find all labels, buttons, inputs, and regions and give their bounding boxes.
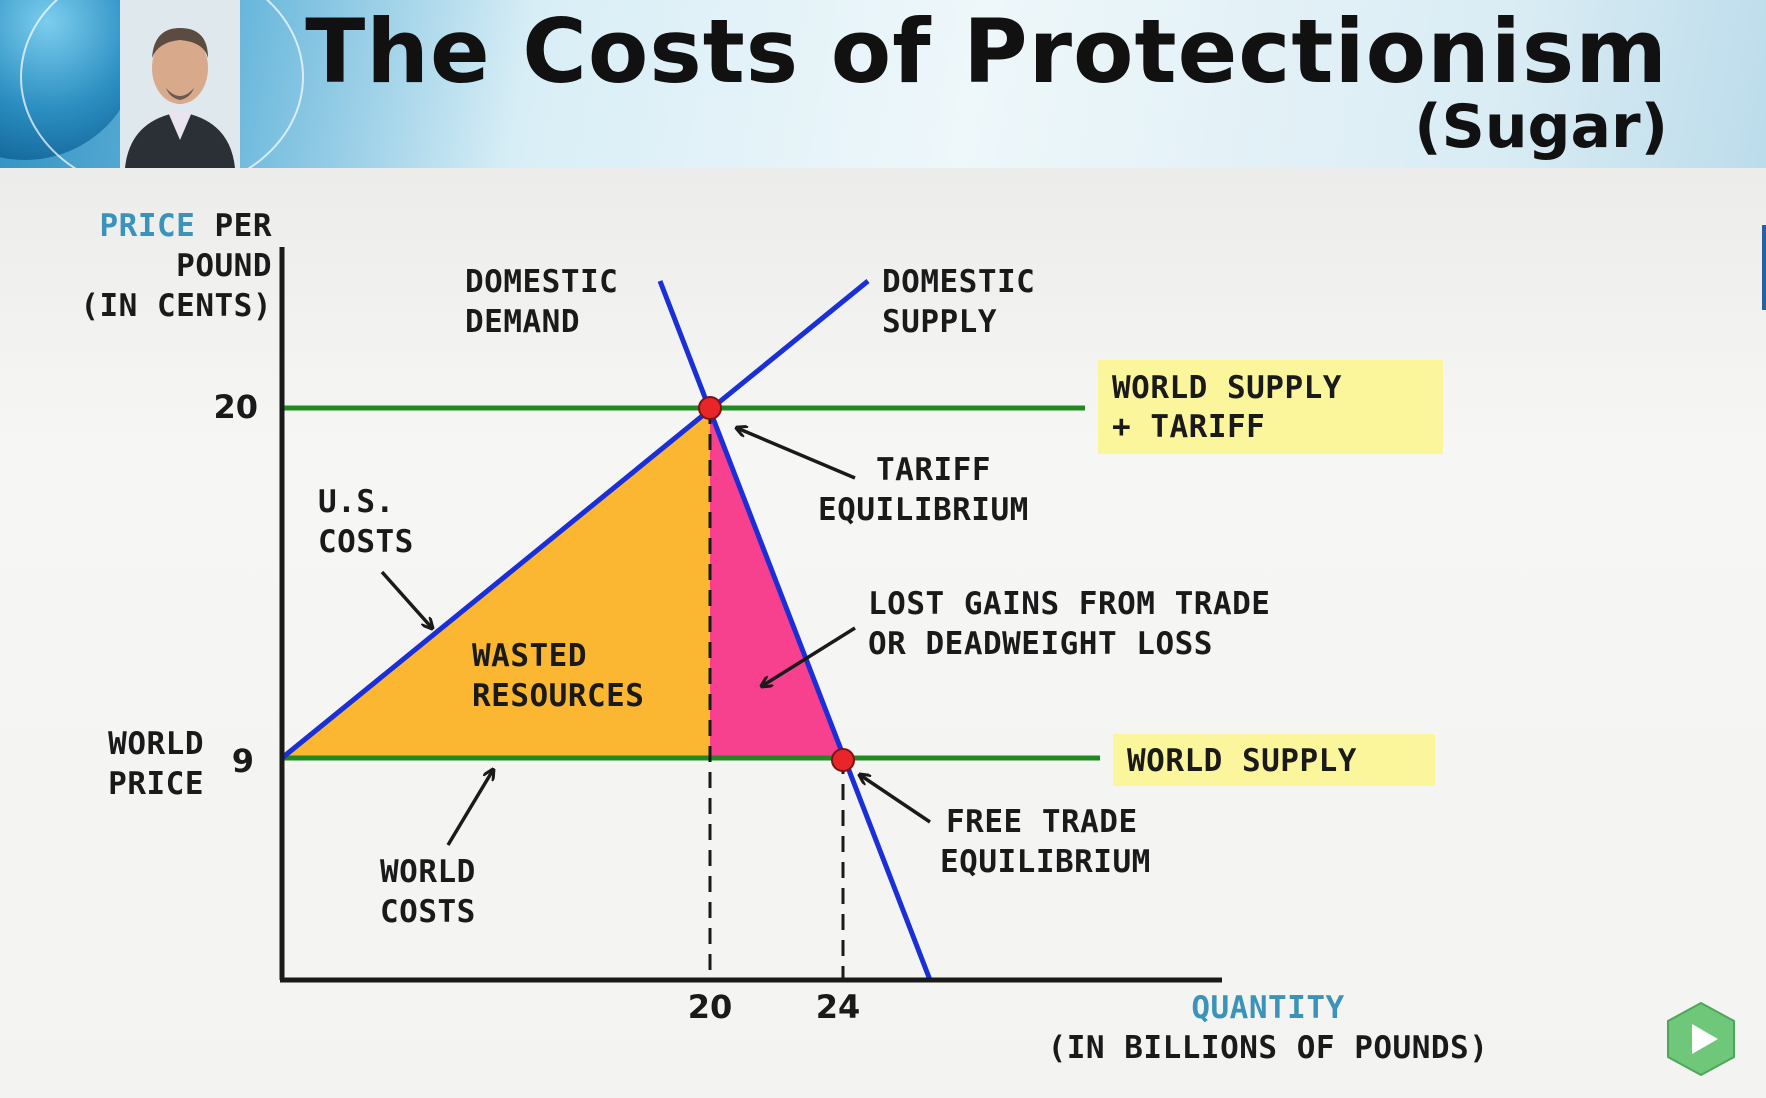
tariff-equilibrium-point: [698, 396, 722, 420]
play-icon: [1692, 1024, 1718, 1054]
x-tick-24: 24: [816, 988, 861, 1026]
world-costs-label-line1: WORLD: [380, 854, 476, 890]
slide-body: [0, 168, 1766, 1098]
world-supply-box: [1113, 734, 1435, 786]
domestic-demand-label-line2: DEMAND: [465, 304, 580, 340]
y-axis-label-line1: PRICE PER: [100, 208, 273, 244]
domestic-supply-label-line1: DOMESTIC: [882, 264, 1035, 300]
deadweight-loss-label-line1: LOST GAINS FROM TRADE: [868, 586, 1270, 622]
y-tick-20: 20: [213, 388, 258, 426]
world-supply-label: WORLD SUPPLY: [1127, 743, 1357, 779]
world-costs-arrow: [446, 770, 493, 846]
domestic-supply-curve: [280, 279, 870, 760]
wasted-resources-label-line1: WASTED: [472, 638, 587, 674]
x-tick-20: 20: [688, 988, 733, 1026]
us-costs-arrow: [380, 570, 432, 628]
y-tick-9: 9: [232, 742, 254, 780]
free-trade-arrow: [860, 775, 931, 824]
tariff-equilibrium-arrow: [737, 428, 856, 480]
world-supply-tariff-box: [1098, 360, 1443, 454]
presenter-photo: [120, 0, 240, 168]
world-price-label-line2: PRICE: [108, 766, 204, 802]
x-axis-label-line2: (IN BILLIONS OF POUNDS): [1048, 1030, 1489, 1066]
x-axis-label-line1: QUANTITY: [1191, 990, 1344, 1026]
us-costs-label-line2: COSTS: [318, 524, 414, 560]
world-supply-tariff-label-line2: + TARIFF: [1112, 409, 1265, 445]
deadweight-loss-arrow: [762, 626, 856, 686]
page-subtitle: (Sugar): [1414, 92, 1668, 162]
tariff-equilibrium-label-line2: EQUILIBRIUM: [818, 492, 1029, 528]
y-axis-label-line2: POUND: [176, 248, 272, 284]
wasted-resources-label-line2: RESOURCES: [472, 678, 644, 714]
deadweight-loss-label-line2: OR DEADWEIGHT LOSS: [868, 626, 1213, 662]
world-supply-tariff-label-line1: WORLD SUPPLY: [1112, 370, 1342, 406]
domestic-demand-label-line1: DOMESTIC: [465, 264, 618, 300]
free-trade-label-line1: FREE TRADE: [946, 804, 1138, 840]
world-price-label-line1: WORLD: [108, 726, 204, 762]
globe-orbit: [20, 0, 304, 168]
tariff-equilibrium-label-line1: TARIFF: [876, 452, 991, 488]
free-trade-equilibrium-point: [831, 748, 855, 772]
window-edge-indicator: [1762, 225, 1766, 310]
domestic-supply-label-line2: SUPPLY: [882, 304, 997, 340]
play-button[interactable]: [1662, 1000, 1740, 1078]
us-costs-label-line1: U.S.: [318, 484, 395, 520]
y-axis-label-line3: (IN CENTS): [80, 288, 272, 324]
page-title: The Costs of Protectionism: [305, 0, 1668, 103]
world-costs-label-line2: COSTS: [380, 894, 476, 930]
free-trade-label-line2: EQUILIBRIUM: [940, 844, 1151, 880]
slide-header: The Costs of Protectionism (Sugar): [0, 0, 1766, 168]
